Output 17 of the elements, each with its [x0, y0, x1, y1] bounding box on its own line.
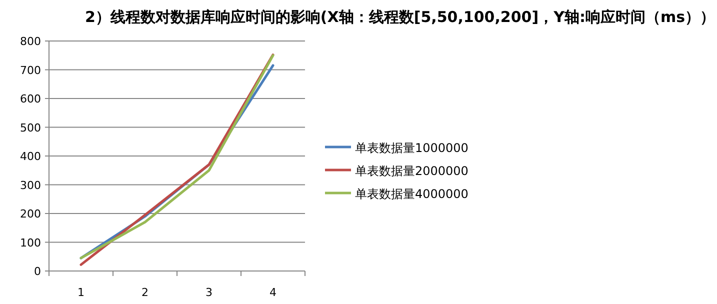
- x-tick-label: 1: [78, 286, 84, 299]
- legend-label: 单表数据量2000000: [355, 164, 468, 178]
- y-tick-label: 200: [20, 208, 41, 220]
- x-tick-label: 3: [206, 286, 212, 299]
- y-tick-label: 800: [20, 35, 41, 48]
- legend-label: 单表数据量4000000: [355, 187, 468, 201]
- y-tick-label: 300: [20, 178, 41, 192]
- x-tick-label: 2: [142, 286, 148, 299]
- y-tick-label: 100: [20, 236, 41, 250]
- y-tick-label: 500: [20, 121, 41, 134]
- y-tick-label: 700: [20, 64, 41, 77]
- y-tick-label: 0: [34, 265, 41, 278]
- text: 2）线程数对数据库响应时间的影响(X轴：线程数[5,50,100,200]，Y轴:响应时间（ms））: [85, 8, 716, 26]
- y-tick-label: 600: [20, 92, 41, 106]
- legend-label: 单表数据量1000000: [355, 141, 468, 155]
- x-tick-label: 4: [270, 286, 276, 299]
- y-tick-label: 400: [20, 150, 41, 163]
